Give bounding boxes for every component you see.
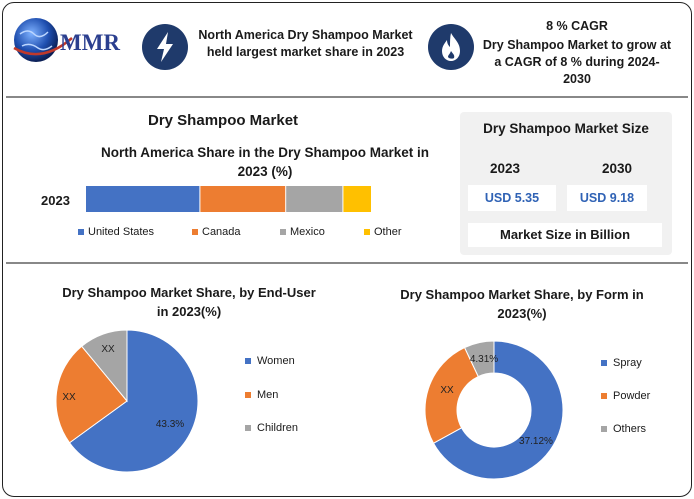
slice-label-women: 43.3% — [156, 419, 184, 430]
header-center-text: North America Dry Shampoo Market held la… — [198, 28, 413, 59]
slice-spray — [432, 340, 564, 480]
bar-category-label: 2023 — [41, 193, 70, 208]
legend-swatch — [192, 229, 198, 235]
legend-swatch — [364, 229, 370, 235]
market-size-panel: Dry Shampoo Market Size 2023 2030 USD 5.… — [460, 112, 672, 255]
market-size-subtitle: Market Size in Billion — [468, 223, 662, 247]
legend-label: Others — [613, 423, 647, 435]
legend-label: Canada — [202, 226, 241, 238]
slice-label-spray: 37.12% — [519, 436, 553, 447]
slice-label-children: XX — [101, 344, 115, 355]
legend-label: United States — [88, 226, 155, 238]
bar-segment-canada — [200, 186, 286, 212]
slice-label-powder: XX — [440, 385, 454, 396]
legend-swatch — [601, 360, 607, 366]
legend-item-spray: Spray — [601, 357, 642, 369]
value-2023: USD 5.35 — [468, 185, 556, 211]
legend-item-women: Women — [245, 355, 295, 367]
legend-swatch — [245, 392, 251, 398]
legend-item-united-states: United States — [78, 226, 154, 238]
slice-men — [55, 345, 128, 444]
main-title: Dry Shampoo Market — [148, 112, 299, 129]
legend-item-canada: Canada — [192, 226, 241, 238]
legend-item-powder: Powder — [601, 390, 650, 402]
flame-icon — [428, 24, 474, 70]
year-2023-label: 2023 — [490, 161, 521, 176]
cagr-value: 8 % CAGR — [546, 19, 608, 33]
bar-segment-other — [343, 186, 371, 212]
slice-powder — [424, 346, 479, 444]
legend-swatch — [601, 426, 607, 432]
bar-segment-united-states — [86, 186, 200, 212]
legend-label: Spray — [613, 357, 642, 369]
market-size-title: Dry Shampoo Market Size — [483, 121, 649, 136]
slice-label-men: XX — [62, 392, 76, 403]
slice-label-others: 4.31% — [470, 354, 498, 365]
legend-item-men: Men — [245, 389, 278, 401]
legend-item-other: Other — [364, 226, 402, 238]
value-2030: USD 9.18 — [567, 185, 647, 211]
legend-label: Men — [257, 389, 279, 401]
legend-swatch — [280, 229, 286, 235]
legend-label: Children — [257, 422, 298, 434]
legend-label: Other — [374, 226, 402, 238]
header-divider — [6, 96, 688, 98]
slice-others — [463, 340, 495, 378]
pie2-title: Dry Shampoo Market Share, by Form in 202… — [400, 287, 644, 321]
year-2030-label: 2030 — [602, 161, 633, 176]
pie1-title: Dry Shampoo Market Share, by End-User in… — [62, 285, 316, 319]
legend-label: Powder — [613, 390, 651, 402]
lightning-bolt-icon — [142, 24, 188, 70]
middle-divider — [6, 262, 688, 264]
slice-women — [68, 329, 199, 473]
bar-chart-title: North America Share in the Dry Shampoo M… — [100, 145, 430, 179]
globe-icon — [13, 18, 73, 62]
legend-item-others: Others — [601, 423, 646, 435]
logo-text: MMR — [60, 30, 121, 55]
legend-swatch — [245, 425, 251, 431]
legend-label: Mexico — [290, 226, 325, 238]
mmr-logo: MMR — [12, 14, 127, 66]
legend-label: Women — [257, 355, 295, 367]
slice-children — [81, 329, 128, 403]
bar-segment-mexico — [286, 186, 343, 212]
legend-item-mexico: Mexico — [280, 226, 325, 238]
cagr-text: Dry Shampoo Market to grow at a CAGR of … — [482, 38, 672, 86]
legend-swatch — [245, 358, 251, 364]
legend-swatch — [78, 229, 84, 235]
legend-item-children: Children — [245, 422, 298, 434]
legend-swatch — [601, 393, 607, 399]
